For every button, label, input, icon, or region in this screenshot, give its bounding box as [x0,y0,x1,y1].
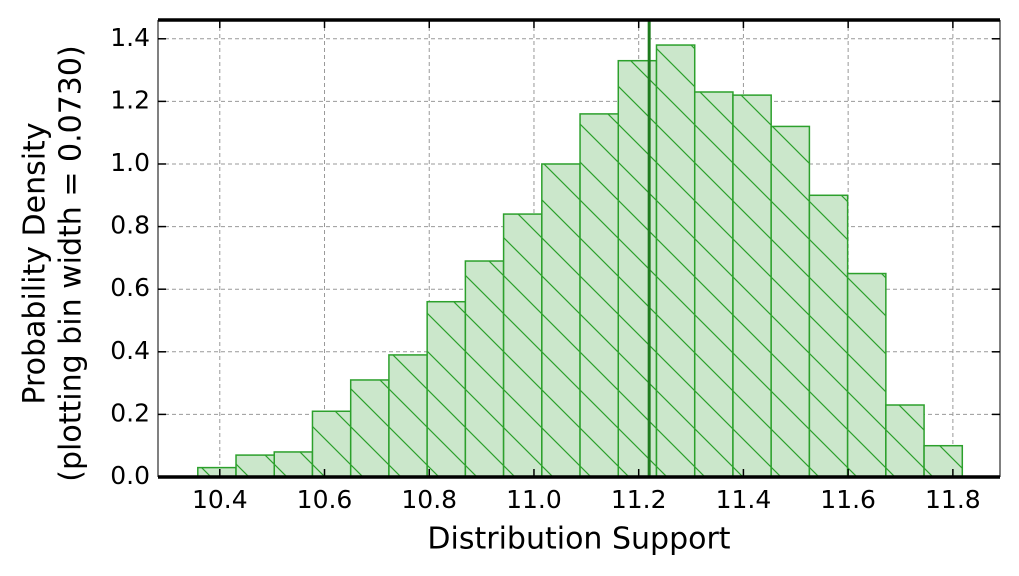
bar [770,125,811,478]
bar [464,260,505,478]
x-tick-label: 11.6 [820,485,876,514]
y-tick-label: 1.2 [110,85,150,114]
bar [426,300,467,478]
bar [311,410,352,478]
y-tick-label: 0.0 [110,461,150,490]
y-tick-label: 1.0 [110,148,150,177]
bars [197,20,964,478]
x-axis-label: Distribution Support [427,522,730,557]
y-tick-label: 0.4 [110,336,150,365]
x-tick-label: 11.2 [611,485,667,514]
x-tick-label: 10.8 [401,485,457,514]
bar [732,94,772,478]
x-tick-label: 11.8 [925,485,981,514]
bar [349,379,390,478]
x-tick-label: 11.4 [716,485,772,514]
bar [541,163,581,478]
y-tick-label: 0.2 [110,398,150,427]
y-tick-label: 1.4 [110,23,150,52]
y-tick-label: 0.8 [110,211,150,240]
bar [923,444,964,478]
x-tick-label: 11.0 [506,485,562,514]
bar [693,91,734,478]
bar [617,59,658,478]
bar [579,113,620,478]
y-axis-label: Probability Density [18,122,53,404]
axes: 0.0 0.2 0.4 0.6 0.8 1.0 1.2 1.4 10.4 10.6 10.8 11.0… [18,18,1001,557]
bar [235,454,275,478]
y-tick-label: 0.6 [110,273,150,302]
y-axis-label: (plotting bin width = 0.0730) [54,45,89,481]
bar [655,44,696,478]
bar [273,451,314,478]
bar [846,272,887,478]
bar [388,354,428,478]
x-tick-label: 10.4 [192,485,248,514]
bar [885,404,925,478]
bar [808,194,849,478]
x-tick-label: 10.6 [297,485,353,514]
bar [502,213,543,478]
